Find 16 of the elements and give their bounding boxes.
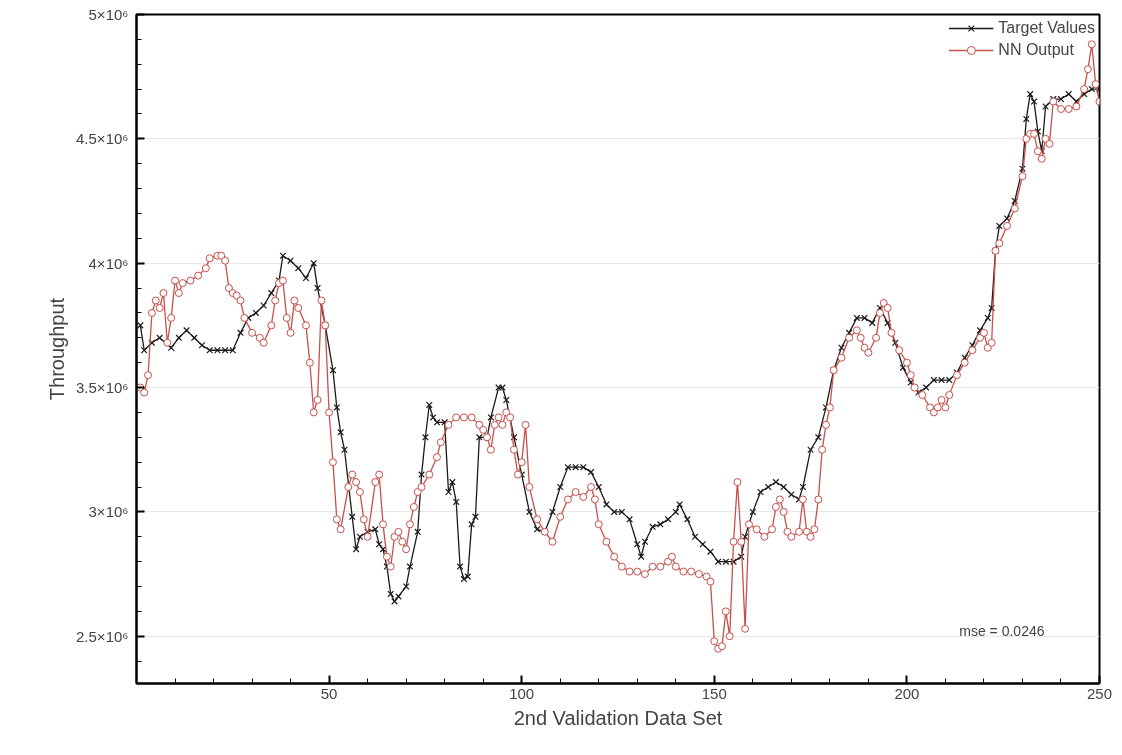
y-tick-label: 2.5×10⁶ [76, 627, 129, 645]
y-tick-label: 3.5×10⁶ [76, 379, 129, 397]
x-tick-label: 150 [701, 684, 727, 702]
annotation: mse = 0.0246 [959, 622, 1045, 639]
x-tick-label: 200 [894, 684, 920, 702]
y-tick-label: 4×10⁶ [88, 254, 129, 272]
x-tick-label: 250 [1086, 684, 1113, 702]
legend-label: NN Output [998, 41, 1074, 59]
x-tick-label: 50 [320, 684, 338, 702]
y-tick-label: 5×10⁶ [88, 6, 129, 23]
y-axis-title: Throughput [46, 297, 69, 401]
y-tick-label: 4.5×10⁶ [76, 130, 129, 148]
legend-label: Target Values [998, 19, 1095, 37]
y-tick-label: 3×10⁶ [88, 503, 129, 521]
x-tick-label: 100 [509, 684, 535, 702]
x-axis-title: 2nd Validation Data Set [513, 706, 723, 729]
